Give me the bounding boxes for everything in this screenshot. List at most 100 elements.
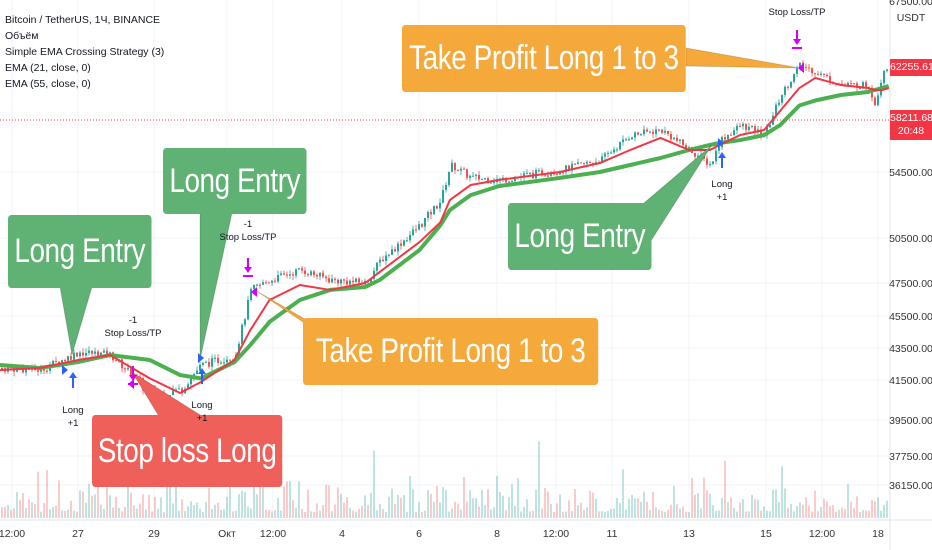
legend-symbol[interactable]: Bitcoin / TetherUS, 1Ч, BINANCE (5, 14, 161, 26)
volume-bar (769, 511, 771, 518)
candle-body (70, 356, 72, 360)
candle-body (466, 169, 468, 178)
last-price-tag: 62255.61 (890, 59, 932, 76)
volume-bar (340, 493, 342, 518)
candle-body (229, 359, 231, 361)
candle-body (85, 352, 87, 356)
candle-body (373, 270, 375, 279)
volume-bar (760, 510, 762, 518)
volume-bar (235, 510, 237, 518)
candle-body (289, 274, 291, 276)
volume-bar (673, 485, 675, 518)
volume-bar (13, 508, 15, 518)
candle-body (553, 173, 555, 175)
volume-bar (478, 506, 480, 518)
candle-body (274, 280, 276, 282)
volume-bar (346, 497, 348, 518)
volume-bar (487, 489, 489, 518)
legend-volume[interactable]: Объём (5, 30, 39, 42)
candle-body (640, 134, 642, 136)
volume-bar (610, 508, 612, 518)
volume-bar (871, 499, 873, 518)
candle-body (874, 97, 876, 106)
entry-fill-marker-icon (62, 365, 68, 375)
candle-body (397, 243, 399, 252)
candle-body (658, 129, 660, 131)
candle-body (769, 124, 771, 128)
time-tick-label: 13 (683, 528, 695, 540)
volume-bar (580, 502, 582, 518)
candle-body (457, 170, 459, 172)
volume-bar (394, 503, 396, 518)
volume-bar (568, 500, 570, 518)
candle-body (619, 142, 621, 150)
exit-arrow-icon (792, 30, 802, 49)
volume-bar (139, 503, 141, 518)
candle-body (589, 162, 591, 164)
candle-body (259, 284, 261, 286)
volume-bar (355, 511, 357, 518)
volume-bar (292, 500, 294, 518)
candle-body (82, 352, 84, 356)
candle-body (442, 189, 444, 203)
volume-bar (703, 477, 705, 518)
volume-bar (4, 506, 6, 518)
volume-bar (445, 490, 447, 518)
volume-bar (400, 497, 402, 518)
volume-bar (127, 477, 129, 518)
candle-body (583, 163, 585, 165)
candle-body (88, 350, 90, 353)
candle-body (733, 130, 735, 135)
volume-bar (166, 483, 168, 518)
volume-bar (577, 505, 579, 518)
volume-bar (877, 497, 879, 518)
candle-body (778, 102, 780, 105)
volume-bar (211, 508, 213, 518)
legend-ema-55[interactable]: EMA (55, close, 0) (5, 78, 91, 90)
volume-bar (805, 497, 807, 518)
candle-body (55, 361, 57, 363)
volume-bar (838, 509, 840, 518)
volume-bar (841, 507, 843, 518)
legend-strategy[interactable]: Simple EMA Crossing Strategy (3) (5, 46, 165, 58)
candle-body (748, 126, 750, 130)
time-axis[interactable]: 12:00 27 29 Окт 12:00 4 6 8 12:00 11 13 15 12:00 18 (0, 528, 884, 540)
candle-body (412, 229, 414, 235)
candle-body (739, 125, 741, 127)
candle-body (475, 174, 477, 176)
candle-body (376, 262, 378, 271)
price-axis-top-label: 67500.00 (889, 0, 932, 8)
volume-bar (331, 511, 333, 518)
candle-body (313, 271, 315, 276)
volume-bar (193, 504, 195, 518)
volume-bar (7, 504, 9, 518)
volume-bar (433, 501, 435, 518)
volume-bar (187, 506, 189, 518)
volume-bar (217, 502, 219, 518)
price-axis[interactable]: 67500.00 USDT 54500.00 50500.00 47500.00 45… (889, 0, 932, 492)
volume-bar (520, 511, 522, 518)
candle-body (646, 129, 648, 132)
candle-body (280, 273, 282, 275)
candle-body (484, 178, 486, 180)
candle-body (79, 352, 81, 357)
volume-bar (382, 508, 384, 518)
volume-bar (238, 494, 240, 518)
volume-bar (109, 495, 111, 518)
volume-bar (163, 511, 165, 518)
volume-bar (592, 492, 594, 518)
candle-body (76, 352, 78, 357)
candle-body (568, 165, 570, 171)
volume-bar (1, 507, 3, 518)
candle-body (478, 174, 480, 180)
exit-fill-marker-icon (128, 379, 134, 389)
legend-ema-21[interactable]: EMA (21, close, 0) (5, 62, 91, 74)
candle-body (418, 224, 420, 230)
volume-bar (472, 498, 474, 518)
volume-bar (466, 501, 468, 518)
volume-bar (517, 478, 519, 518)
candle-body (226, 359, 228, 363)
candle-body (277, 274, 279, 282)
volume-bar (490, 509, 492, 518)
volume-bar (634, 498, 636, 518)
